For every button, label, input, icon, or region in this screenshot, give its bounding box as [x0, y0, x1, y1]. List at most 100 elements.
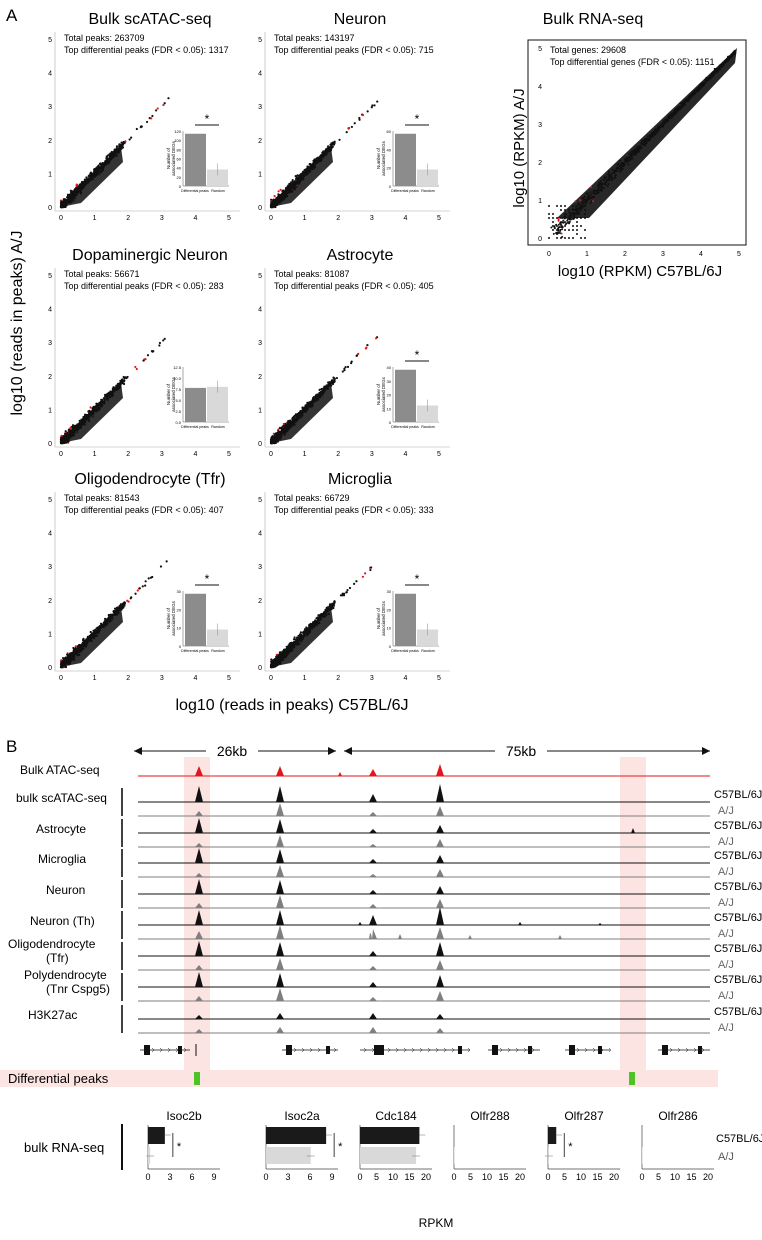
scatter-points	[269, 100, 379, 209]
scatter-points	[59, 97, 170, 209]
panel-a-label: A	[6, 6, 18, 25]
inset-y-label: associated DEGs	[381, 600, 386, 636]
total-peaks: Total peaks: 56671	[64, 269, 140, 279]
track-neuron-th-: Neuron (Th) C57BL/6J A/J	[30, 907, 762, 940]
inset-category: Random	[421, 649, 435, 653]
differential-peak-mark-right	[629, 1072, 635, 1085]
inset-bar-random	[207, 169, 228, 186]
track-label: Bulk ATAC-seq	[20, 763, 100, 777]
inset-tick: 30	[177, 589, 182, 594]
panel-b-label: B	[6, 737, 17, 756]
inset-tick: 7.5	[175, 387, 181, 392]
rna-y-tick: 5	[538, 46, 542, 53]
x-tick-label: 4	[403, 451, 407, 458]
inset-tick: 100	[174, 138, 181, 143]
strain-label-c57: C57BL/6J	[714, 943, 762, 955]
y-tick-label: 4	[258, 71, 262, 78]
inset-tick: 40	[177, 166, 182, 171]
y-tick-label: 1	[48, 631, 52, 638]
inset-tick: 0	[389, 184, 392, 189]
rna-bar-olfr287: Olfr287 * 0 5 10 15 20	[544, 1109, 620, 1182]
y-tick-label: 4	[48, 71, 52, 78]
c57-signal	[138, 784, 710, 802]
differential-peaks-count: Top differential peaks (FDR < 0.05): 283	[64, 281, 224, 291]
x-tick-label: 4	[193, 451, 197, 458]
bar-x-tick: 0	[639, 1172, 644, 1182]
y-tick-label: 2	[48, 138, 52, 145]
inset-bar-differential	[185, 387, 206, 422]
x-tick-label: 2	[126, 215, 130, 222]
c57-signal	[138, 879, 710, 894]
track-label: bulk scATAC-seq	[16, 791, 107, 805]
differential-peaks-band	[0, 1070, 718, 1087]
scatter-title: Oligodendrocyte (Tfr)	[74, 471, 225, 488]
x-tick-label: 0	[59, 451, 63, 458]
c57-signal	[138, 972, 710, 987]
y-tick-label: 5	[48, 497, 52, 504]
differential-peaks-count: Top differential peaks (FDR < 0.05): 407	[64, 505, 224, 515]
x-tick-label: 3	[370, 215, 374, 222]
differential-peak-mark-left	[194, 1072, 200, 1085]
inset-category: Differential peaks	[181, 425, 209, 429]
y-tick-label: 3	[48, 340, 52, 347]
highlight-region-left	[184, 757, 210, 1077]
x-tick-label: 0	[59, 215, 63, 222]
inset-category: Differential peaks	[391, 189, 419, 193]
track-sublabel: (Tfr)	[46, 951, 69, 965]
c57-signal	[138, 848, 710, 863]
inset-tick: 60	[387, 129, 392, 134]
gene-name: Isoc2b	[166, 1109, 202, 1123]
track-microglia: Microglia C57BL/6J A/J	[38, 848, 762, 878]
inset-tick: 20	[177, 607, 182, 612]
inset-tick: 0.0	[175, 420, 181, 425]
inset-y-label: associated DEGs	[171, 140, 176, 176]
bar-x-tick: 0	[263, 1172, 268, 1182]
x-tick-label: 2	[126, 451, 130, 458]
y-tick-label: 5	[258, 37, 262, 44]
inset-category: Random	[421, 425, 435, 429]
gene-name: Olfr288	[470, 1109, 510, 1123]
inset-tick: 20	[387, 607, 392, 612]
x-tick-label: 1	[93, 451, 97, 458]
strain-label-c57: C57BL/6J	[714, 820, 762, 832]
bar-aj	[454, 1147, 455, 1164]
scatter-panels: Bulk scATAC-seq Total peaks: 263709 Top di…	[48, 11, 450, 682]
strain-label-aj: A/J	[718, 928, 734, 940]
x-tick-label: 1	[93, 215, 97, 222]
inset-tick: 40	[387, 147, 392, 152]
inset-y-label: associated DEGs	[381, 376, 386, 412]
rna-plot-frame	[527, 39, 747, 246]
inset-tick: 60	[177, 157, 182, 162]
inset-bar-chart: 0 20 40 60 Number of associated DEGs Different…	[376, 112, 439, 193]
y-tick-label: 0	[48, 205, 52, 212]
differential-peaks-count: Top differential peaks (FDR < 0.05): 715	[274, 45, 434, 55]
aj-signal	[138, 958, 710, 970]
strain-label-aj: A/J	[718, 897, 734, 909]
scatter-title: Dopaminergic Neuron	[72, 247, 228, 264]
y-tick-label: 2	[258, 598, 262, 605]
bar-x-tick: 3	[167, 1172, 172, 1182]
inset-y-label: Number of	[166, 383, 171, 405]
scatter-panel-6: Microglia Total peaks: 66729 Top different…	[258, 471, 450, 682]
total-peaks: Total peaks: 263709	[64, 33, 145, 43]
genomic-scale-bars: 26kb 75kb	[134, 742, 710, 759]
aj-signal	[138, 988, 710, 1001]
inset-tick: 5.0	[175, 398, 181, 403]
gene-model	[565, 1045, 612, 1055]
gene-model	[282, 1045, 338, 1055]
aj-signal	[138, 835, 710, 847]
scatter-panel-5: Oligodendrocyte (Tfr) Total peaks: 81543 T…	[48, 471, 240, 682]
scatter-points	[59, 337, 166, 445]
gene-name: Olfr287	[564, 1109, 604, 1123]
rna-y-tick: 2	[538, 160, 542, 167]
c57-signal	[138, 941, 710, 956]
rna-x-tick: 4	[699, 251, 703, 258]
bar-x-tick: 0	[145, 1172, 150, 1182]
strain-label-aj: A/J	[718, 1022, 734, 1034]
bar-x-tick: 9	[329, 1172, 334, 1182]
scale-26kb: 26kb	[217, 743, 248, 759]
track-label: Microglia	[38, 852, 86, 866]
strain-label-c57: C57BL/6J	[714, 1006, 762, 1018]
inset-bar-random	[417, 169, 438, 186]
inset-tick: 10	[387, 626, 392, 631]
